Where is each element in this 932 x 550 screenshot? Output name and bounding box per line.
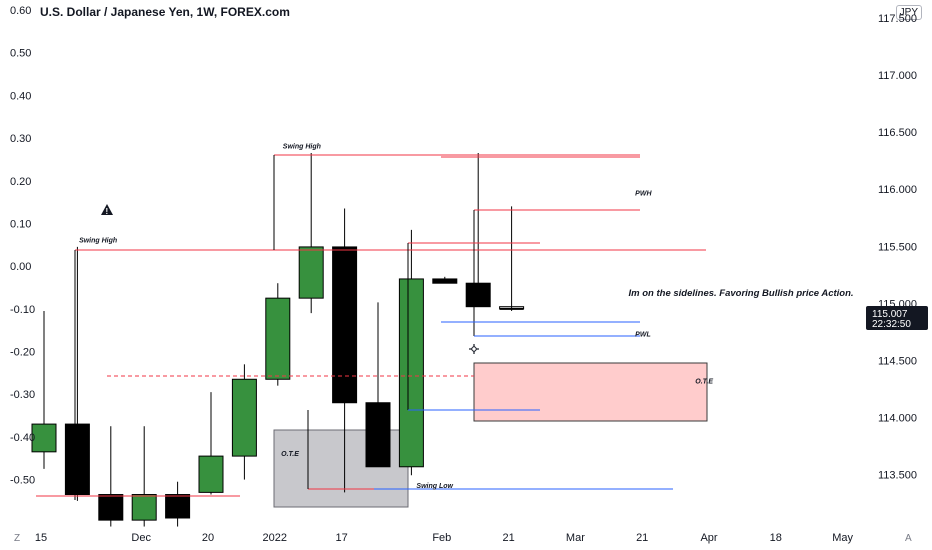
warning-icon[interactable]: ! — [101, 204, 113, 216]
x-axis-tick: Mar — [566, 532, 585, 544]
bar-countdown: 22:32:50 — [872, 319, 911, 330]
chart-title: U.S. Dollar / Japanese Yen, 1W, FOREX.co… — [40, 5, 290, 19]
right-axis-tick: 114.500 — [878, 355, 917, 367]
right-axis-tick: 116.500 — [878, 127, 917, 139]
x-axis-tick: 18 — [770, 532, 782, 544]
candle-body[interactable] — [64, 423, 90, 496]
annotations: Swing High Swing High PWH PWL Swing Low O.T.E… — [79, 144, 853, 490]
auto-scale-button[interactable]: A — [905, 533, 912, 544]
candle-body[interactable] — [31, 423, 57, 453]
candle-body[interactable] — [198, 455, 224, 493]
annotation-label: O.T.E — [281, 451, 299, 458]
left-axis-tick: -0.40 — [10, 432, 35, 444]
left-axis-tick: 0.00 — [10, 261, 31, 273]
left-axis-tick: 0.10 — [10, 218, 31, 230]
candles — [31, 153, 525, 527]
right-axis-tick: 117.500 — [878, 13, 917, 25]
left-axis-tick: 0.40 — [10, 90, 31, 102]
crosshair-center — [471, 346, 477, 352]
x-axis-tick: 21 — [636, 532, 648, 544]
left-axis-tick: 0.60 — [10, 5, 31, 17]
ote-zone-right[interactable] — [473, 362, 708, 422]
left-axis-tick: -0.20 — [10, 347, 35, 359]
right-axis-tick: 114.000 — [878, 413, 917, 425]
candle-body[interactable] — [98, 494, 124, 521]
left-axis-tick: -0.50 — [10, 475, 35, 487]
candle-body[interactable] — [465, 282, 491, 308]
x-axis-tick: Dec — [131, 532, 151, 544]
annotation-label: Swing Low — [416, 483, 453, 490]
current-price: 115.007 — [872, 309, 908, 320]
axes: 0.60 0.50 0.40 0.30 0.20 0.10 0.00 -0.10 -0.20 -0… — [10, 5, 917, 544]
candle-body[interactable] — [165, 494, 191, 519]
current-price-badge: 115.007 22:32:50 — [866, 306, 928, 330]
drawing-overlays — [36, 154, 706, 500]
left-axis-tick: 0.50 — [10, 48, 31, 60]
currency-badge[interactable]: JPY — [895, 5, 922, 20]
left-axis-tick: 0.20 — [10, 176, 31, 188]
x-axis-tick: May — [832, 532, 853, 544]
x-axis-tick: Feb — [432, 532, 451, 544]
x-axis-tick: 17 — [335, 532, 347, 544]
right-axis-tick: 113.500 — [878, 470, 917, 482]
annotation-label: Swing High — [79, 238, 117, 245]
x-axis-tick: 15 — [35, 532, 47, 544]
left-axis-tick: -0.30 — [10, 389, 35, 401]
candle-body[interactable] — [365, 402, 391, 468]
crosshair-cursor-icon — [469, 344, 479, 354]
drawing-shapes — [273, 362, 708, 508]
candle-body[interactable] — [231, 378, 257, 457]
x-axis-tick: Apr — [700, 532, 717, 544]
candle-body[interactable] — [265, 297, 291, 380]
x-axis-tick: 20 — [202, 532, 214, 544]
annotation-note: Im on the sidelines. Favoring Bullish pr… — [629, 288, 854, 299]
right-axis-tick: 115.500 — [878, 241, 917, 253]
candle-body[interactable] — [298, 246, 324, 299]
annotation-label: PWL — [635, 332, 651, 339]
annotation-label: PWH — [635, 191, 652, 198]
right-axis-tick: 117.000 — [878, 70, 917, 82]
candle-body[interactable] — [332, 246, 358, 404]
warning-triangle — [101, 204, 113, 215]
right-axis-tick: 116.000 — [878, 184, 917, 196]
annotation-label: Swing High — [283, 144, 321, 151]
candle-body[interactable] — [131, 494, 157, 521]
annotation-label: O.T.E — [695, 379, 713, 386]
left-axis-tick: 0.30 — [10, 133, 31, 145]
timezone-label[interactable]: Z — [14, 533, 21, 544]
left-axis-tick: -0.10 — [10, 304, 35, 316]
warning-glyph: ! — [106, 207, 109, 216]
x-axis-tick: 2022 — [263, 532, 287, 544]
x-axis-tick: 21 — [502, 532, 514, 544]
candle-body[interactable] — [398, 278, 424, 468]
candle-body[interactable] — [432, 278, 458, 284]
